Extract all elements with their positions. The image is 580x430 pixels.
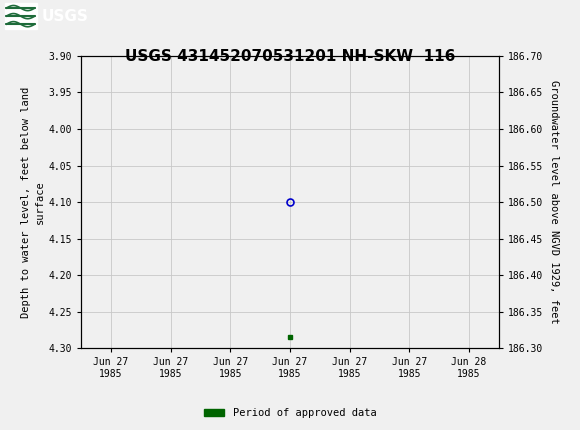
Y-axis label: Depth to water level, feet below land
surface: Depth to water level, feet below land su… bbox=[21, 86, 45, 318]
Legend: Period of approved data: Period of approved data bbox=[200, 404, 380, 423]
Text: USGS 431452070531201 NH-SKW  116: USGS 431452070531201 NH-SKW 116 bbox=[125, 49, 455, 64]
Y-axis label: Groundwater level above NGVD 1929, feet: Groundwater level above NGVD 1929, feet bbox=[549, 80, 559, 324]
Text: USGS: USGS bbox=[41, 9, 88, 24]
FancyBboxPatch shape bbox=[5, 3, 37, 29]
